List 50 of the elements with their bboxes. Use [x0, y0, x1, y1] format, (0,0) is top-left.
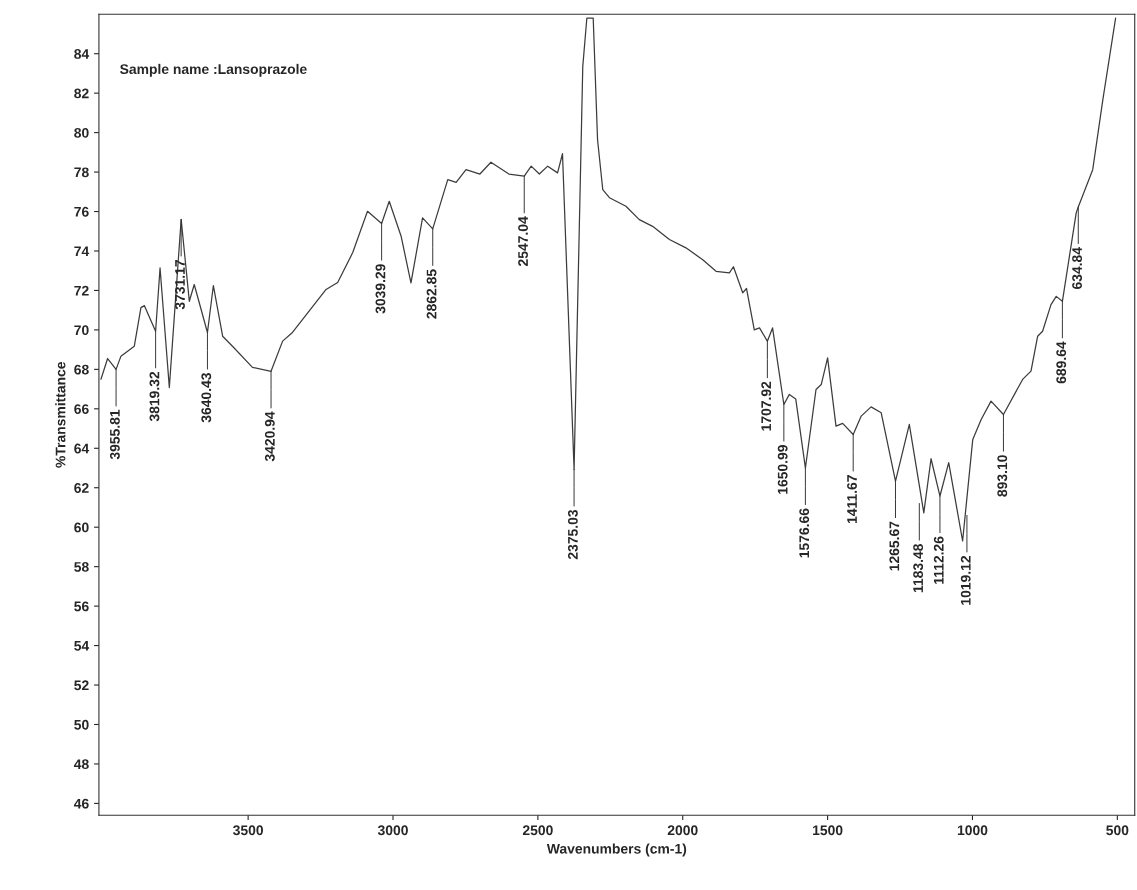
x-axis-title: Wavenumbers (cm-1) — [546, 843, 687, 857]
annotation: 1707.92 — [761, 381, 772, 431]
annotation: 893.10 — [997, 455, 1008, 497]
y-tick-label: 60 — [74, 522, 89, 533]
annotation: 3039.29 — [375, 264, 386, 314]
annotation: 3640.43 — [201, 373, 212, 423]
annotation: 2862.85 — [426, 269, 437, 319]
y-axis-title: %Transmittance — [55, 361, 66, 468]
y-tick-label: 50 — [74, 719, 89, 730]
y-tick-label: 76 — [74, 206, 89, 217]
x-tick-label: 3000 — [377, 825, 408, 836]
annotation: 1112.26 — [933, 536, 944, 584]
x-tick-label: 3500 — [233, 825, 264, 836]
annotation: 3731.17 — [175, 260, 185, 310]
y-tick-label: 72 — [74, 285, 89, 296]
annotation: 2375.03 — [567, 509, 578, 560]
annotation: 1650.99 — [777, 445, 788, 494]
annotation: 1183.48 — [913, 543, 924, 593]
annotation: 3955.81 — [109, 409, 120, 460]
y-tick-label: 82 — [74, 88, 89, 99]
annotation: 3819.32 — [149, 371, 160, 422]
y-tick-label: 56 — [74, 601, 89, 612]
y-tick-label: 74 — [74, 246, 90, 257]
y-tick-label: 66 — [74, 404, 89, 414]
y-tick-label: 68 — [74, 364, 89, 375]
x-tick-label: 1000 — [957, 825, 988, 836]
annotation: 3420.94 — [264, 411, 275, 462]
x-tick-label: 2000 — [667, 825, 698, 836]
y-tick-label: 78 — [74, 167, 89, 178]
y-tick-label: 52 — [74, 680, 89, 691]
annotation: 634.84 — [1072, 247, 1083, 290]
y-tick-label: 54 — [74, 641, 90, 651]
annotation: Sample name :Lansoprazole — [120, 63, 307, 77]
annotation: 1411.67 — [847, 475, 857, 524]
x-tick-label: 1500 — [813, 825, 843, 836]
y-tick-label: 70 — [74, 325, 89, 336]
y-tick-label: 84 — [74, 49, 90, 59]
annotation: 1019.12 — [960, 555, 971, 605]
annotation: 1576.66 — [799, 508, 810, 558]
annotation: 689.64 — [1056, 341, 1067, 384]
x-tick-label: 2500 — [522, 825, 553, 836]
y-tick-label: 46 — [73, 798, 89, 809]
y-tick-label: 58 — [74, 561, 89, 572]
x-tick-label: 500 — [1106, 825, 1129, 836]
y-tick-label: 48 — [73, 759, 89, 770]
y-tick-label: 64 — [74, 443, 90, 454]
annotation: 2547.04 — [518, 216, 528, 266]
annotation: 1265.67 — [889, 521, 900, 571]
y-tick-label: 80 — [74, 127, 89, 138]
y-tick-label: 62 — [74, 483, 89, 493]
